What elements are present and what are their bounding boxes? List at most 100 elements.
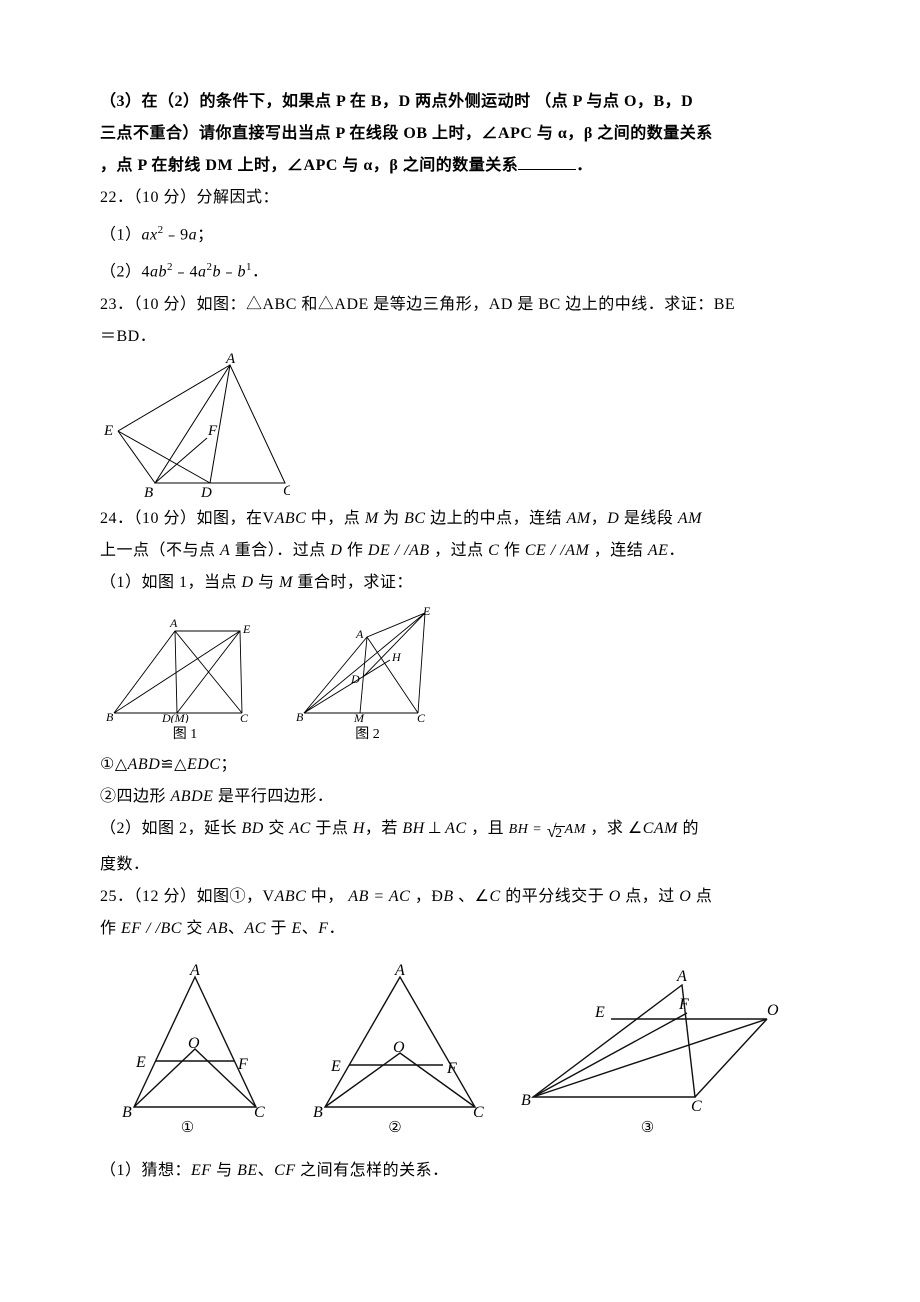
t: （1）猜想： bbox=[100, 1162, 191, 1179]
svg-text:B: B bbox=[313, 1104, 323, 1118]
q24-proof1: ①△ABD≌△EDC； bbox=[100, 749, 820, 781]
q24-fig2-caption: 图 2 bbox=[290, 723, 445, 743]
t: 是平行四边形． bbox=[213, 788, 333, 805]
t: ． bbox=[329, 920, 346, 937]
q25-fig2: A EOF BC bbox=[295, 963, 495, 1118]
svg-text:C: C bbox=[240, 711, 249, 723]
q22-p2-m4a: ﹣4 bbox=[173, 264, 198, 281]
q21-p3-line1: （3）在（2）的条件下，如果点 P 在 B，D 两点外侧运动时 （点 P 与点 … bbox=[100, 86, 820, 118]
q25-fig2-caption: ② bbox=[295, 1118, 495, 1137]
svg-text:O: O bbox=[767, 1002, 779, 1019]
D: D bbox=[330, 542, 342, 559]
svg-text:B: B bbox=[122, 1104, 132, 1118]
t: 作 bbox=[499, 542, 525, 559]
q22-p1-a: a bbox=[189, 226, 198, 243]
perp: ⊥ bbox=[428, 820, 442, 837]
q22-p1-ax: ax bbox=[142, 226, 158, 243]
svg-text:E: E bbox=[242, 622, 251, 636]
o: O bbox=[609, 888, 621, 905]
svg-text:M: M bbox=[353, 711, 365, 723]
h: H bbox=[353, 820, 365, 837]
q24-line3: （1）如图 1，当点 D 与 M 重合时，求证： bbox=[100, 567, 820, 599]
svg-text:C: C bbox=[473, 1104, 484, 1118]
t: 重合时，求证： bbox=[293, 574, 413, 591]
t: 交 bbox=[264, 820, 290, 837]
t: 于点 bbox=[311, 820, 353, 837]
q22-p2-post: ． bbox=[252, 264, 269, 281]
t: 边上的中点，连结 bbox=[426, 510, 567, 527]
q25-fig2-wrap: A EOF BC ② bbox=[295, 963, 495, 1137]
svg-text:F: F bbox=[678, 996, 689, 1013]
q25-fig3: A EFO BC bbox=[515, 963, 780, 1118]
q25-part1: （1）猜想：EF 与 BE、CF 之间有怎样的关系． bbox=[100, 1155, 820, 1187]
t: （2）如图 2，延长 bbox=[100, 820, 242, 837]
t: 为 bbox=[379, 510, 405, 527]
q22-p1-pre: （1） bbox=[100, 226, 142, 243]
svg-text:C: C bbox=[417, 711, 426, 723]
t: 24．（10 分）如图，在 bbox=[100, 510, 263, 527]
ang: ∠ bbox=[475, 888, 490, 905]
q22-header: 22．（10 分）分解因式： bbox=[100, 182, 820, 214]
svg-text:F: F bbox=[237, 1056, 248, 1073]
bh: BH bbox=[402, 820, 424, 837]
q21-p3-post: ． bbox=[576, 157, 593, 174]
AE: AE bbox=[648, 542, 669, 559]
t: 与 bbox=[254, 574, 280, 591]
svg-text:D: D bbox=[200, 485, 212, 501]
efbc: EF / /BC bbox=[121, 920, 182, 937]
q25-figures: A EOF BC ① A EOF BC ② bbox=[100, 963, 820, 1137]
q24-line2: 上一点（不与点 A 重合）．过点 D 作 DE / /AB ，过点 C 作 CE… bbox=[100, 535, 820, 567]
svg-text:O: O bbox=[188, 1035, 200, 1052]
be: BE bbox=[237, 1162, 258, 1179]
t: 之间有怎样的关系． bbox=[296, 1162, 449, 1179]
D: D bbox=[607, 510, 619, 527]
q24-figures: AE BD(M)C 图 1 EA HD bbox=[100, 605, 820, 743]
svg-text:B: B bbox=[521, 1092, 531, 1109]
q25-fig3-wrap: A EFO BC ③ bbox=[515, 963, 780, 1137]
q22-p2-4ab: ab bbox=[150, 264, 167, 281]
AM: AM bbox=[567, 510, 591, 527]
t: 的 bbox=[678, 820, 699, 837]
svg-text:E: E bbox=[330, 1058, 341, 1075]
cam: CAM bbox=[643, 820, 678, 837]
t: 、 bbox=[302, 920, 319, 937]
q22-part1: （1）ax2﹣9a； bbox=[100, 214, 820, 251]
q22-p1-post: ； bbox=[197, 226, 214, 243]
q25-fig3-caption: ③ bbox=[515, 1118, 780, 1137]
q23-figure: A B C D E F bbox=[100, 353, 290, 503]
cong: ≌ bbox=[160, 756, 174, 773]
t: 、 bbox=[454, 888, 475, 905]
q23-line2: ＝BD． bbox=[100, 321, 820, 353]
C: C bbox=[488, 542, 499, 559]
q24-fig2-wrap: EA HD BMC 图 2 bbox=[290, 605, 445, 743]
bd: BD bbox=[242, 820, 264, 837]
ceam: CE / /AM bbox=[525, 542, 589, 559]
t: ，Ð bbox=[415, 888, 444, 905]
svg-text:A: A bbox=[394, 963, 405, 979]
t: 上一点（不与点 bbox=[100, 542, 220, 559]
q24-fig1-caption: 图 1 bbox=[100, 723, 270, 743]
o2: O bbox=[679, 888, 691, 905]
svg-text:B: B bbox=[106, 710, 114, 723]
t: 25．（12 分）如图①， bbox=[100, 888, 263, 905]
page: （3）在（2）的条件下，如果点 P 在 B，D 两点外侧运动时 （点 P 与点 … bbox=[0, 0, 920, 1227]
abc: ABC bbox=[275, 888, 307, 905]
bh2: BH = bbox=[509, 822, 543, 837]
t: ， bbox=[591, 510, 608, 527]
AM2: AM bbox=[678, 510, 702, 527]
svg-text:A: A bbox=[355, 627, 364, 641]
t: ，连结 bbox=[589, 542, 648, 559]
svg-text:B: B bbox=[144, 485, 153, 501]
q24-line1: 24．（10 分）如图，在VABC 中，点 M 为 BC 边上的中点，连结 AM… bbox=[100, 503, 820, 535]
t: 、 bbox=[258, 1162, 275, 1179]
ac2: AC bbox=[445, 820, 466, 837]
t: 重合）．过点 bbox=[230, 542, 330, 559]
q24-part2-line2: 度数． bbox=[100, 849, 820, 881]
svg-text:A: A bbox=[189, 963, 200, 979]
q25-line2: 作 EF / /BC 交 AB、AC 于 E、F． bbox=[100, 913, 820, 945]
tri-sym: V bbox=[263, 510, 275, 527]
abac: AB = AC bbox=[344, 888, 415, 905]
svg-text:D(M): D(M) bbox=[161, 711, 189, 723]
sqrt2: 2 bbox=[554, 826, 565, 841]
ab: AB bbox=[207, 920, 228, 937]
